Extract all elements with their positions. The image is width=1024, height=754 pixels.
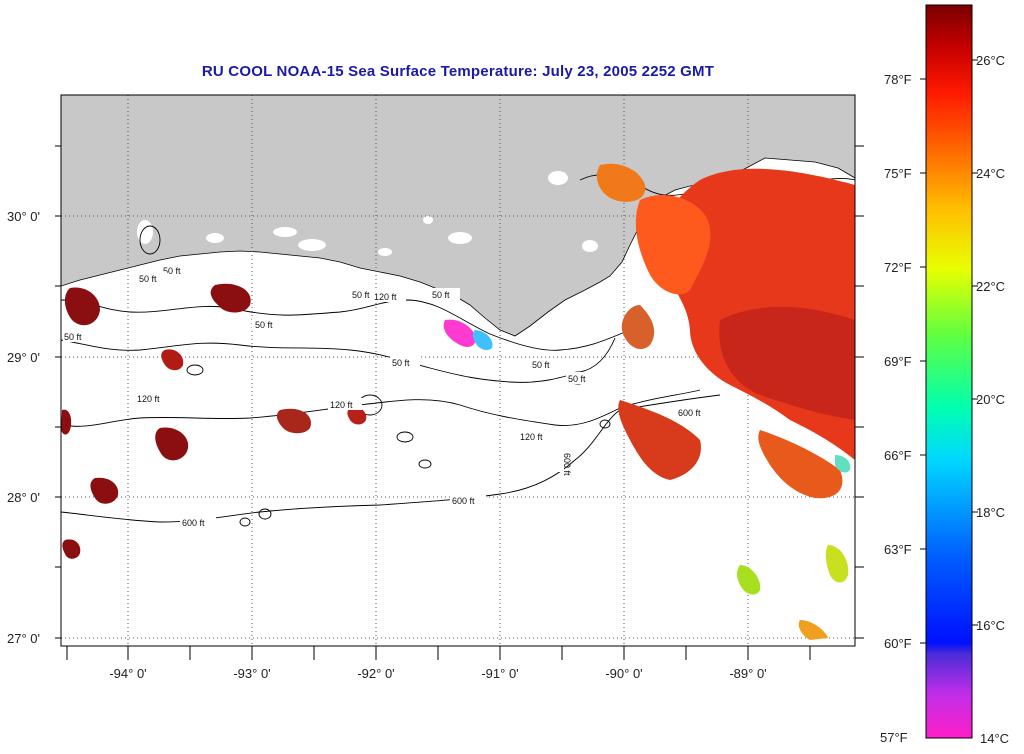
colorbar-c-label: 16°C [976,618,1005,633]
colorbar-c-label: 24°C [976,166,1005,181]
colorbar-f-label: 69°F [884,354,912,369]
depth-label: 50 ft [532,360,550,370]
colorbar-c-label: 26°C [976,53,1005,68]
depth-label: 120 ft [330,400,353,410]
axis-ticks [55,145,864,660]
colorbar-c-label: 18°C [976,505,1005,520]
colorbar-c-label: 20°C [976,392,1005,407]
depth-label: 600 ft [562,453,572,476]
depth-label: 120 ft [137,394,160,404]
lon-label: -94° 0' [109,666,146,681]
colorbar-c-label: 22°C [976,279,1005,294]
depth-label: 50 ft [139,274,157,284]
colorbar-f-label: 75°F [884,166,912,181]
map-frame [60,94,856,647]
depth-labels: 50 ft 50 ft 50 ft 50 ft 50 ft 50 ft 50 f… [63,264,712,528]
lat-label: 28° 0' [7,490,40,505]
graticule [61,95,855,646]
depth-label: 50 ft [255,320,273,330]
depth-label: 120 ft [520,432,543,442]
colorbar-fahrenheit-scale: 78°F 75°F 72°F 69°F 66°F 63°F 60°F 57°F [880,72,926,745]
colorbar-f-label: 72°F [884,260,912,275]
lon-label: -90° 0' [605,666,642,681]
depth-label: 50 ft [568,374,586,384]
depth-label: 50 ft [352,290,370,300]
depth-label: 50 ft [432,290,450,300]
colorbar-f-label: 60°F [884,636,912,651]
lon-label: -91° 0' [481,666,518,681]
colorbar-f-label: 66°F [884,448,912,463]
inland-lakes [137,171,598,256]
lon-label: -92° 0' [357,666,394,681]
lat-label: 29° 0' [7,350,40,365]
lat-label: 27° 0' [7,631,40,646]
depth-label: 50 ft [392,358,410,368]
colorbar-f-label: 57°F [880,730,908,745]
colorbar-c-label: 14°C [980,731,1009,746]
lon-label: -93° 0' [233,666,270,681]
depth-label: 600 ft [452,496,475,506]
map-title: RU COOL NOAA-15 Sea Surface Temperature:… [201,63,715,80]
lat-label: 30° 0' [7,209,40,224]
colorbar [925,4,973,739]
colorbar-celsius-scale: 26°C 24°C 22°C 20°C 18°C 16°C 14°C [972,53,1009,746]
depth-label: 600 ft [678,408,701,418]
colorbar-f-label: 78°F [884,72,912,87]
depth-label: 600 ft [182,518,205,528]
sst-patches [61,163,855,640]
colorbar-f-label: 63°F [884,542,912,557]
depth-label: 50 ft [163,266,181,276]
lon-label: -89° 0' [729,666,766,681]
depth-label: 120 ft [374,292,397,302]
depth-label: 50 ft [64,332,82,342]
